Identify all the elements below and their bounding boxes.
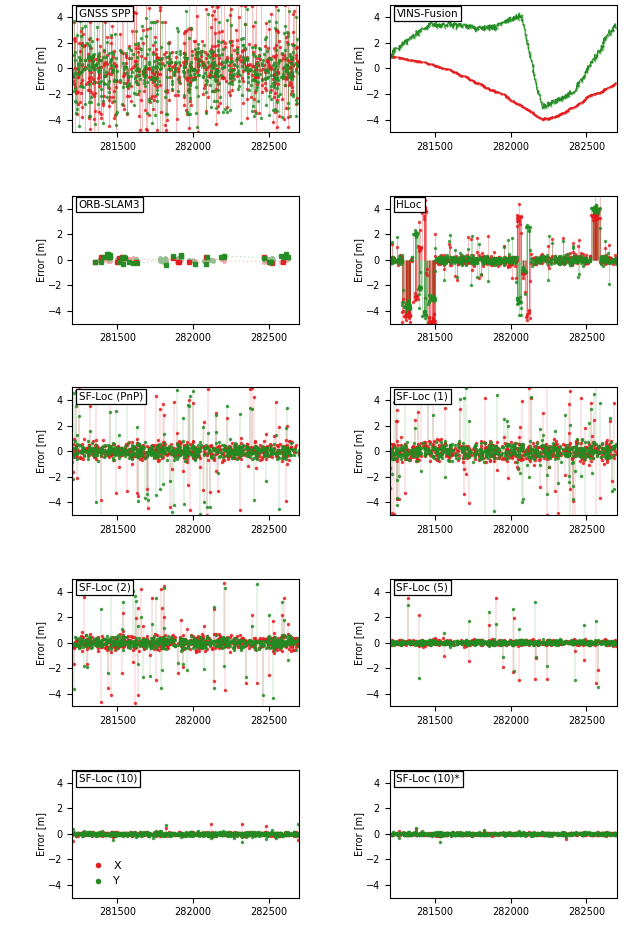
- Y-axis label: Error [m]: Error [m]: [354, 238, 364, 282]
- Text: SF-Loc (5): SF-Loc (5): [396, 583, 448, 592]
- Text: SF-Loc (10)*: SF-Loc (10)*: [396, 774, 460, 784]
- Text: SF-Loc (PnP): SF-Loc (PnP): [79, 391, 143, 401]
- Text: SF-Loc (2): SF-Loc (2): [79, 583, 131, 592]
- Y-axis label: Error [m]: Error [m]: [36, 46, 46, 90]
- Text: ORB-SLAM3: ORB-SLAM3: [79, 200, 140, 210]
- Text: SF-Loc (1): SF-Loc (1): [396, 391, 448, 401]
- Text: GNSS SPP: GNSS SPP: [79, 8, 130, 19]
- Y-axis label: Error [m]: Error [m]: [354, 812, 364, 856]
- Y-axis label: Error [m]: Error [m]: [36, 620, 46, 665]
- Y-axis label: Error [m]: Error [m]: [36, 430, 46, 473]
- Y-axis label: Error [m]: Error [m]: [36, 238, 46, 282]
- Legend: X, Y: X, Y: [82, 856, 125, 891]
- Text: SF-Loc (10): SF-Loc (10): [79, 774, 137, 784]
- Text: VINS-Fusion: VINS-Fusion: [396, 8, 458, 19]
- Y-axis label: Error [m]: Error [m]: [36, 812, 46, 856]
- Y-axis label: Error [m]: Error [m]: [354, 620, 364, 665]
- Text: HLoc: HLoc: [396, 200, 422, 210]
- Y-axis label: Error [m]: Error [m]: [354, 430, 364, 473]
- Y-axis label: Error [m]: Error [m]: [354, 46, 364, 90]
